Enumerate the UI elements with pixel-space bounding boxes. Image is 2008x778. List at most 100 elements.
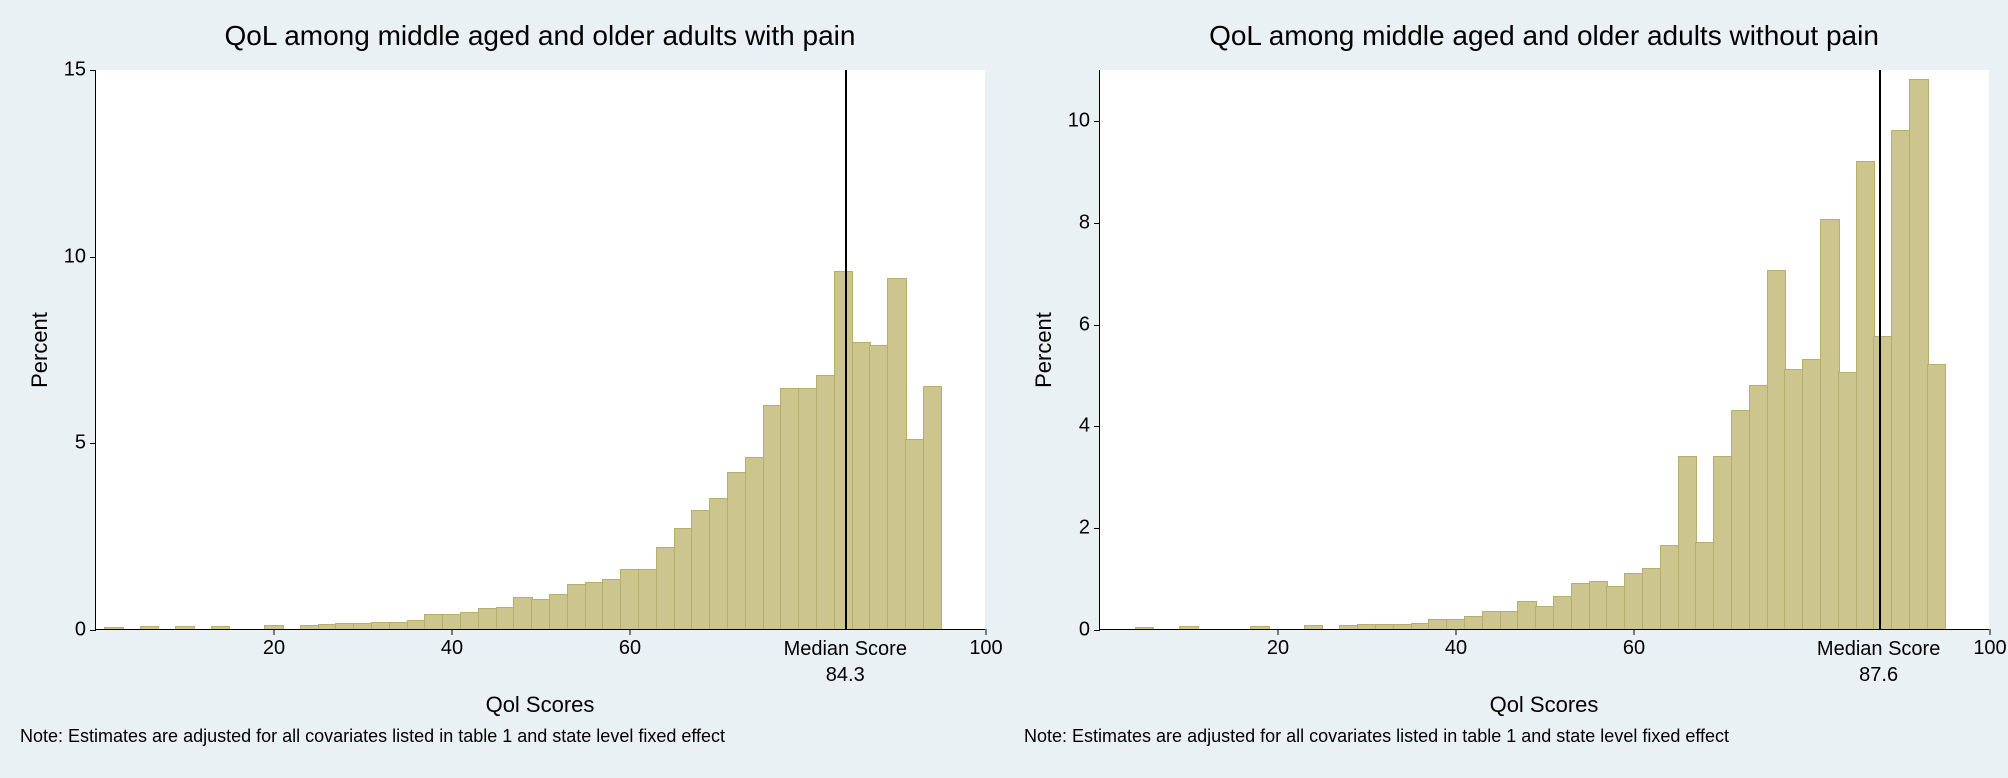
histogram-bar xyxy=(1660,545,1680,629)
histogram-bar xyxy=(1784,369,1804,629)
median-line xyxy=(845,70,847,629)
histogram-bar xyxy=(1767,270,1787,629)
histogram-bar xyxy=(638,569,658,629)
histogram-bar xyxy=(407,620,427,629)
x-tick-label: 20 xyxy=(1267,637,1289,660)
x-tick xyxy=(986,629,987,635)
histogram-bar xyxy=(852,342,872,629)
x-tick xyxy=(630,629,631,635)
histogram-bar xyxy=(869,345,889,629)
histogram-bar xyxy=(1250,626,1270,629)
histogram-bar xyxy=(709,498,729,629)
median-label: Median Score xyxy=(1817,638,1940,661)
y-tick xyxy=(1094,528,1100,529)
chart-panel-1: QoL among middle aged and older adults w… xyxy=(1004,0,2008,778)
histogram-bar xyxy=(1304,625,1324,629)
histogram-bar xyxy=(1802,359,1822,629)
x-tick-label: 100 xyxy=(1973,637,2006,660)
histogram-bar xyxy=(585,582,605,629)
histogram-bar xyxy=(1873,336,1893,629)
chart-panel-0: QoL among middle aged and older adults w… xyxy=(0,0,1004,778)
histogram-bar xyxy=(1642,568,1662,629)
histogram-bar xyxy=(727,472,747,629)
y-tick xyxy=(90,443,96,444)
histogram-bar xyxy=(1500,611,1520,629)
histogram-bar xyxy=(1482,611,1502,629)
x-tick xyxy=(274,629,275,635)
histogram-bar xyxy=(1927,364,1947,629)
histogram-bar xyxy=(1179,626,1199,629)
y-tick-label: 8 xyxy=(1079,211,1090,234)
histogram-bar xyxy=(353,623,373,629)
histogram-bar xyxy=(264,625,284,629)
histogram-bar xyxy=(1357,624,1377,629)
histogram-bar xyxy=(1856,161,1876,629)
y-tick-label: 15 xyxy=(64,59,86,82)
histogram-bar xyxy=(816,375,836,629)
median-value: 87.6 xyxy=(1859,664,1898,687)
y-tick xyxy=(1094,121,1100,122)
x-tick xyxy=(1634,629,1635,635)
histogram-bar xyxy=(549,594,569,629)
histogram-bar xyxy=(335,623,355,629)
histogram-bar xyxy=(104,627,124,629)
histogram-bar xyxy=(1909,79,1929,629)
x-axis-label: Qol Scores xyxy=(1490,692,1599,718)
histogram-bar xyxy=(1695,542,1715,629)
histogram-bar xyxy=(1428,619,1448,629)
x-axis-label: Qol Scores xyxy=(486,692,595,718)
histogram-bar xyxy=(175,626,195,629)
y-tick-label: 4 xyxy=(1079,415,1090,438)
x-tick xyxy=(452,629,453,635)
histogram-bar xyxy=(656,547,676,629)
histogram-bar xyxy=(1393,624,1413,629)
histogram-bar xyxy=(1838,372,1858,629)
y-tick-label: 0 xyxy=(75,619,86,642)
histogram-bar xyxy=(834,271,854,629)
histogram-bar xyxy=(602,579,622,629)
histogram-bar xyxy=(905,439,925,629)
chart-note: Note: Estimates are adjusted for all cov… xyxy=(20,726,725,747)
histogram-bar xyxy=(371,622,391,629)
histogram-bar xyxy=(745,457,765,629)
histogram-bar xyxy=(1678,456,1698,629)
y-axis-label: Percent xyxy=(1031,312,1057,388)
histogram-bar xyxy=(1606,586,1626,629)
histogram-bar xyxy=(1749,385,1769,629)
histogram-bar xyxy=(442,614,462,629)
x-tick-label: 40 xyxy=(441,637,463,660)
histogram-bar xyxy=(1891,130,1911,629)
histogram-bar xyxy=(318,624,338,629)
histogram-bar xyxy=(424,614,444,629)
x-tick xyxy=(1456,629,1457,635)
histogram-bar xyxy=(1553,596,1573,629)
y-tick-label: 10 xyxy=(64,245,86,268)
histogram-bar xyxy=(1339,625,1359,629)
histogram-bar xyxy=(1517,601,1537,629)
y-tick xyxy=(1094,325,1100,326)
histogram-bar xyxy=(674,528,694,629)
histogram-bar xyxy=(763,405,783,629)
histogram-bar xyxy=(1571,583,1591,629)
histogram-bar xyxy=(1820,219,1840,629)
histogram-bar xyxy=(478,608,498,629)
y-tick-label: 0 xyxy=(1079,619,1090,642)
x-tick-label: 60 xyxy=(1623,637,1645,660)
histogram-bar xyxy=(1375,624,1395,629)
median-value: 84.3 xyxy=(826,664,865,687)
median-line xyxy=(1879,70,1881,629)
y-tick xyxy=(90,70,96,71)
y-tick-label: 2 xyxy=(1079,517,1090,540)
y-tick-label: 5 xyxy=(75,432,86,455)
x-tick-label: 60 xyxy=(619,637,641,660)
histogram-bar xyxy=(1589,581,1609,629)
plot-area: 0246810204060100 xyxy=(1099,70,1989,630)
histogram-bar xyxy=(460,612,480,629)
x-tick-label: 20 xyxy=(263,637,285,660)
histogram-bar xyxy=(1624,573,1644,629)
histogram-bar xyxy=(620,569,640,629)
plot-area: 051015204060100 xyxy=(95,70,985,630)
histogram-bar xyxy=(1731,410,1751,629)
y-tick xyxy=(1094,630,1100,631)
chart-title: QoL among middle aged and older adults w… xyxy=(1099,20,1989,52)
